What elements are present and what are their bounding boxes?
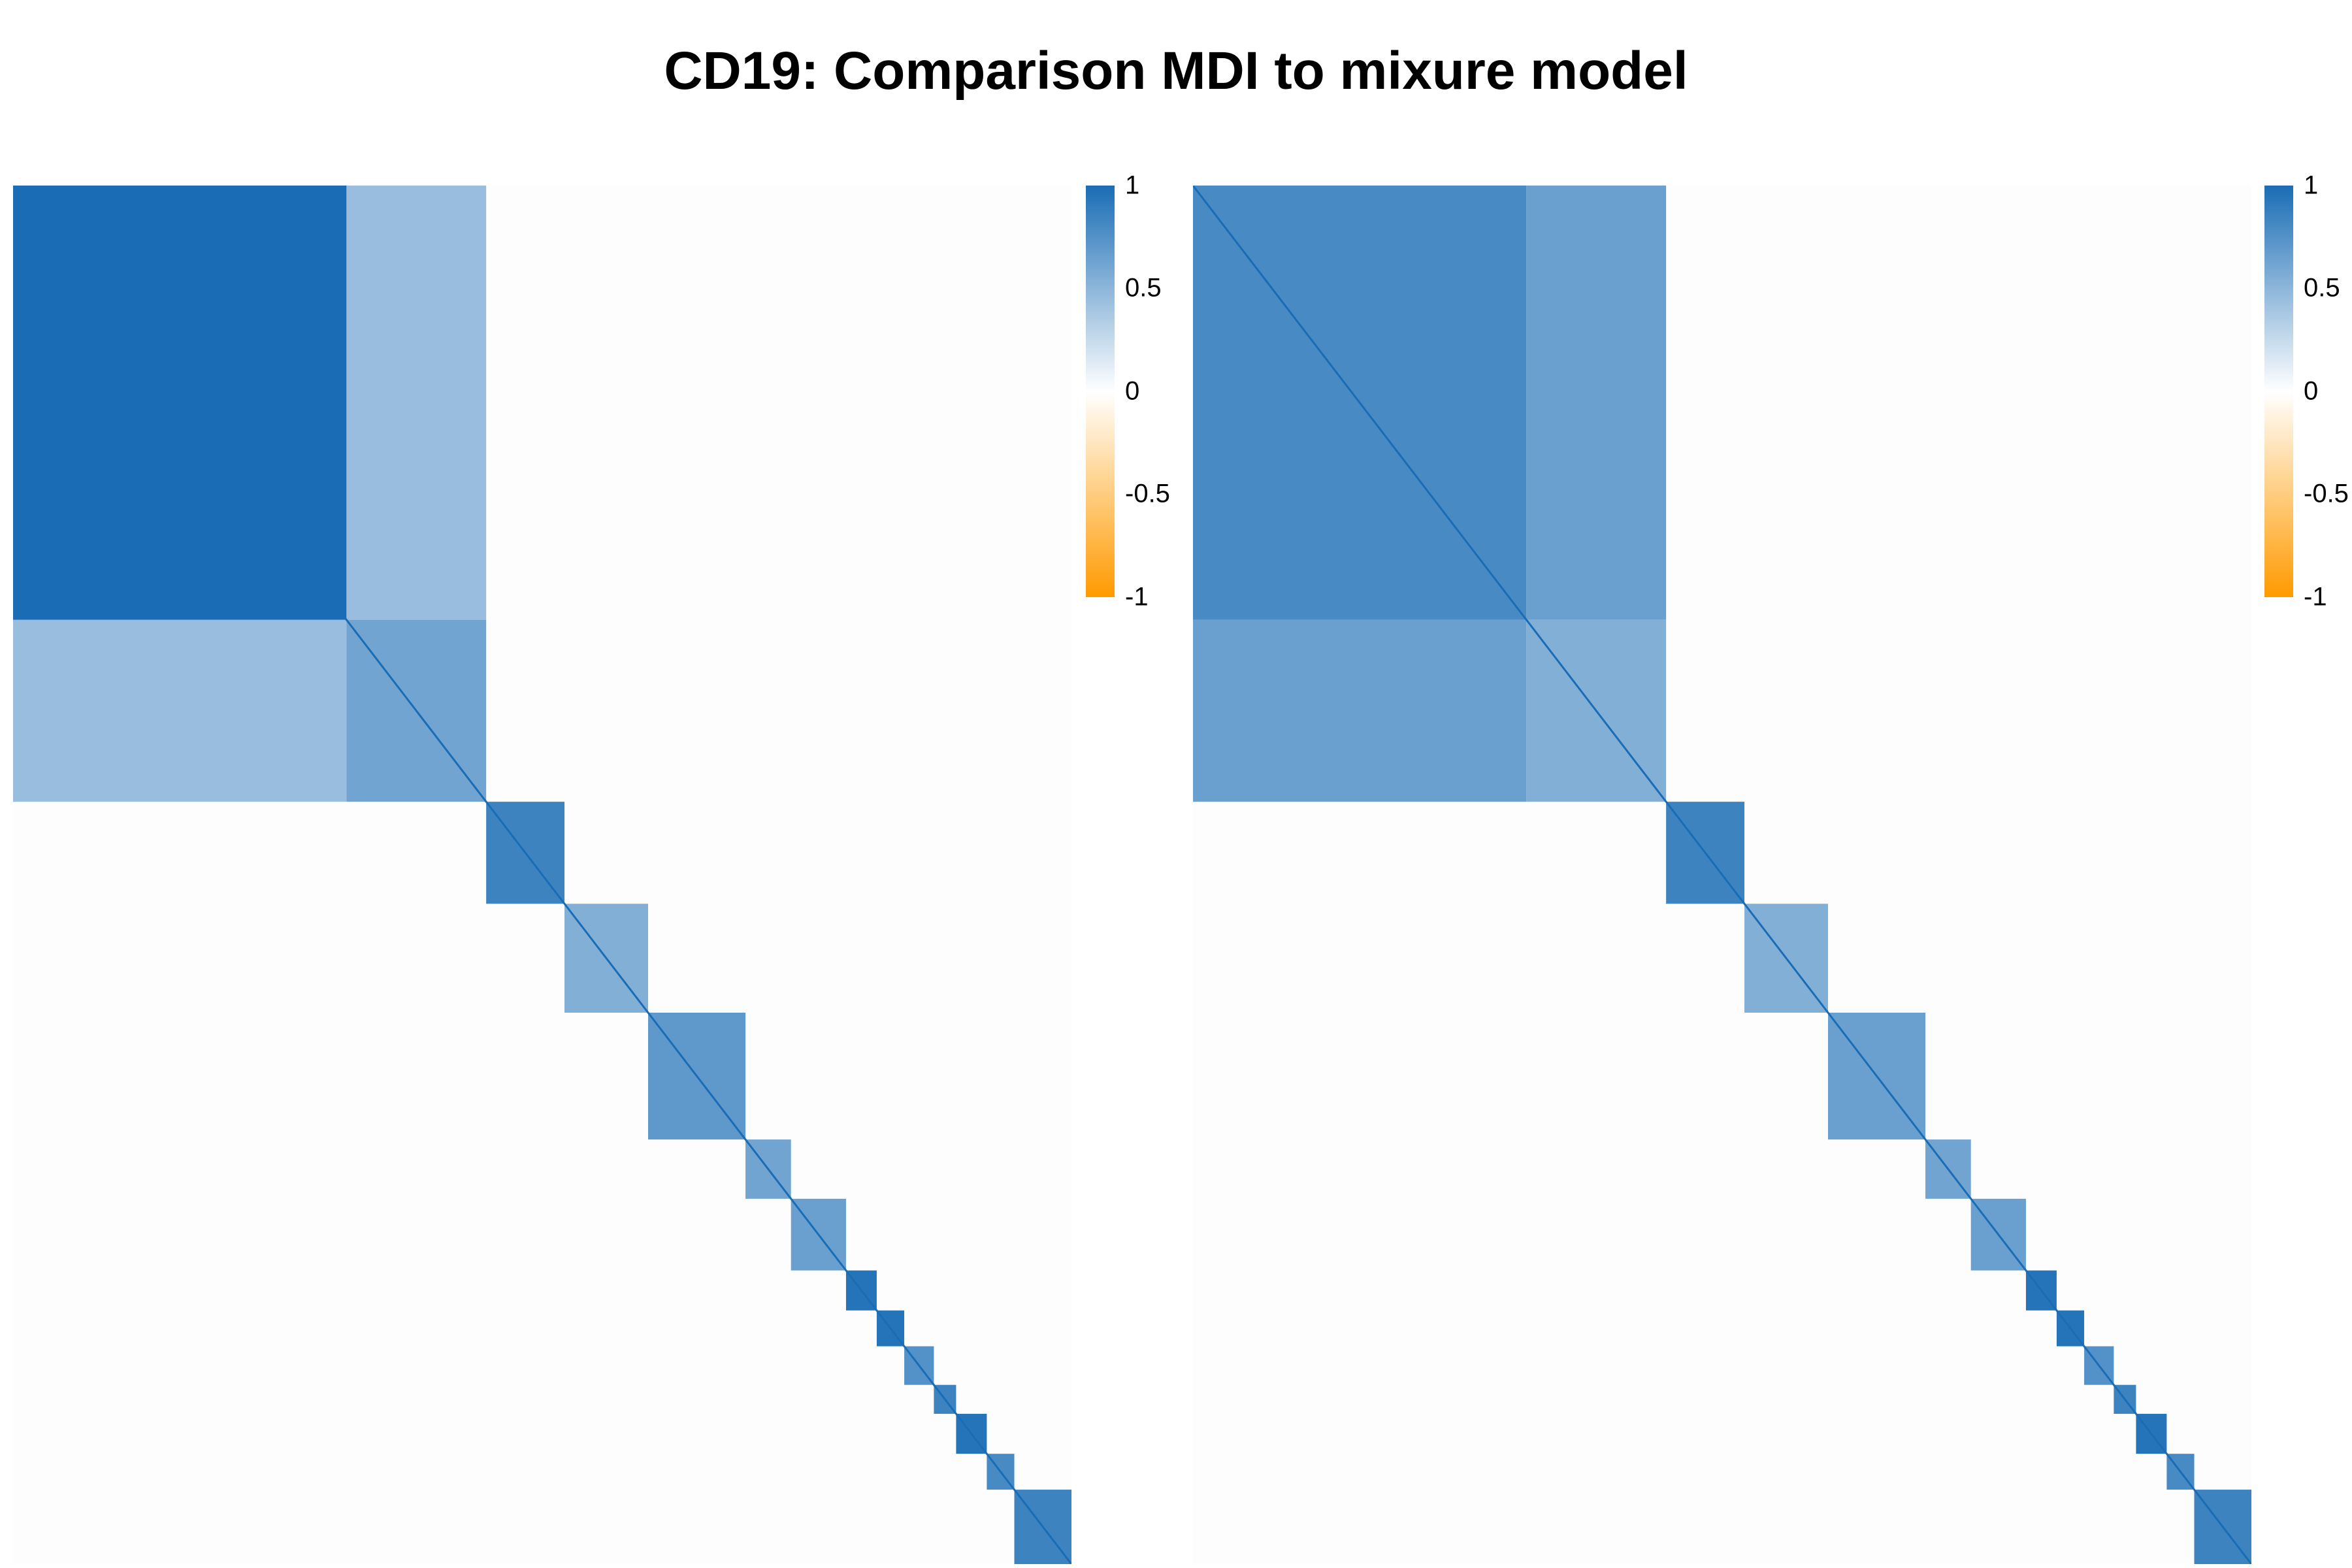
- colorbar-right-tick: 0.5: [2304, 273, 2340, 302]
- heatmap-right: [1193, 186, 2251, 1564]
- heatmap-left-svg: [13, 186, 1071, 1564]
- colorbar-right-tick: 1: [2304, 171, 2319, 200]
- colorbar-left-tick: 0: [1125, 376, 1140, 406]
- heatmap-cell: [1193, 619, 1527, 802]
- colorbar-right-tick: -1: [2304, 582, 2327, 612]
- colorbar-left: 1 0.5 0 -0.5 -1: [1086, 171, 1217, 612]
- heatmap-cell: [346, 186, 487, 620]
- colorbar-left-tick: -1: [1125, 582, 1149, 612]
- colorbar-right: 1 0.5 0 -0.5 -1: [2264, 171, 2352, 612]
- colorbar-right-tick: 0: [2304, 376, 2319, 406]
- colorbar-left-tick: -0.5: [1125, 479, 1170, 508]
- heatmap-diagonal: [1193, 186, 2251, 1564]
- heatmap-left: [13, 186, 1071, 1564]
- colorbar-left-gradient: [1086, 186, 1115, 597]
- chart-title: CD19: Comparison MDI to mixure model: [664, 41, 1688, 101]
- heatmap-diagonal: [13, 186, 1071, 1564]
- colorbar-left-tick: 0.5: [1125, 273, 1162, 302]
- heatmap-cell: [13, 619, 347, 802]
- colorbar-right-tick: -0.5: [2304, 479, 2349, 508]
- colorbar-left-tick: 1: [1125, 171, 1140, 200]
- colorbar-right-gradient: [2264, 186, 2293, 597]
- heatmap-right-svg: [1193, 186, 2251, 1564]
- heatmap-cell: [1526, 186, 1667, 620]
